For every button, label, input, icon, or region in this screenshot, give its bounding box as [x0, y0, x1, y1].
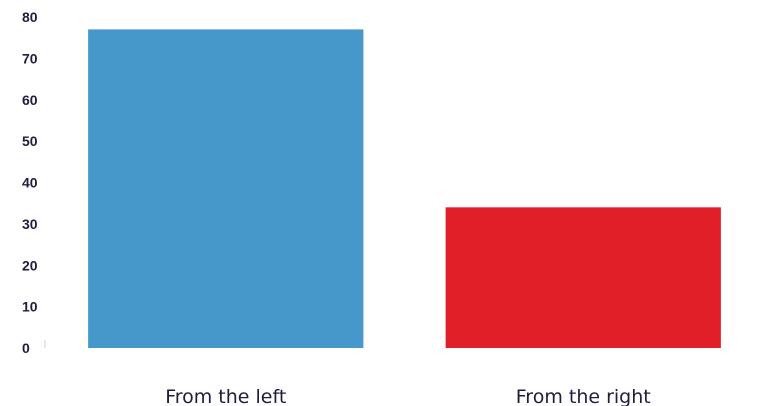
y-tick-label: 40 — [22, 175, 38, 191]
x-category-label: From the right — [516, 386, 651, 406]
y-tick-label: 50 — [22, 133, 38, 149]
y-tick-label: 0 — [22, 340, 30, 356]
y-tick-label: 10 — [22, 299, 38, 315]
y-tick-label: 70 — [22, 50, 38, 66]
bar-1 — [88, 29, 364, 348]
y-axis: 0 10 20 30 40 50 60 70 80 — [22, 9, 46, 356]
bars-group — [88, 29, 721, 348]
y-tick-label: 20 — [22, 257, 38, 273]
bar-2 — [445, 207, 721, 348]
y-tick-label: 30 — [22, 216, 38, 232]
y-tick-label: 60 — [22, 92, 38, 108]
x-axis: From the left From the right — [165, 386, 651, 406]
y-tick-label: 80 — [22, 9, 38, 25]
x-category-label: From the left — [165, 386, 286, 406]
